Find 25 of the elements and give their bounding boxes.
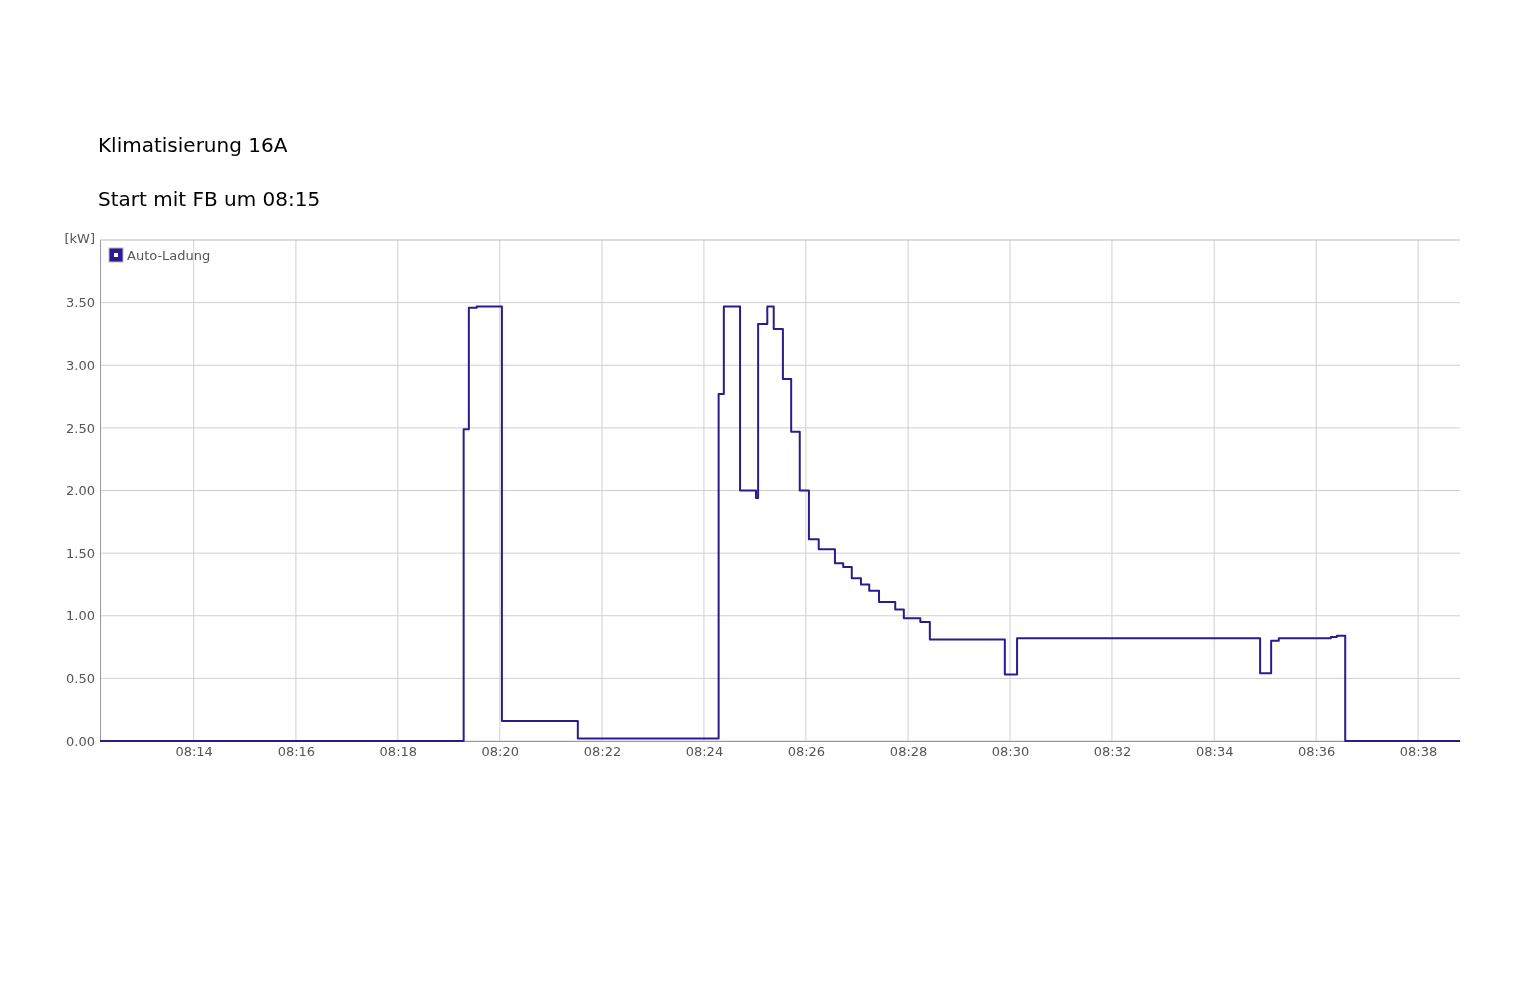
y-tick-label: 0.50 bbox=[66, 671, 95, 687]
y-tick-label: 2.00 bbox=[66, 483, 95, 499]
chart-subtitle: Start mit FB um 08:15 bbox=[98, 187, 321, 211]
x-tick-label: 08:24 bbox=[685, 744, 724, 760]
x-tick-label: 08:22 bbox=[583, 744, 622, 760]
chart-title: Klimatisierung 16A bbox=[98, 133, 288, 157]
x-tick-label: 08:38 bbox=[1399, 744, 1438, 760]
x-tick-label: 08:14 bbox=[175, 744, 213, 760]
y-tick-label: 3.50 bbox=[66, 295, 95, 311]
x-tick-label: 08:20 bbox=[481, 744, 519, 760]
y-tick-label: 1.50 bbox=[66, 545, 95, 561]
x-tick-label: 08:26 bbox=[787, 744, 826, 760]
y-tick-label: 1.00 bbox=[66, 608, 95, 624]
y-tick-label: 2.50 bbox=[66, 420, 95, 436]
x-tick-label: 08:32 bbox=[1093, 744, 1132, 760]
y-tick-label: 3.00 bbox=[66, 357, 95, 373]
y-tick-label: 0.00 bbox=[66, 733, 95, 749]
x-tick-label: 08:18 bbox=[379, 744, 418, 760]
x-tick-label: 08:36 bbox=[1297, 744, 1336, 760]
legend-label: Auto-Ladung bbox=[127, 248, 211, 263]
x-tick-label: 08:28 bbox=[889, 744, 928, 760]
x-tick-label: 08:16 bbox=[277, 744, 316, 760]
x-tick-label: 08:34 bbox=[1195, 744, 1234, 760]
x-tick-label: 08:30 bbox=[991, 744, 1030, 760]
y-axis-title: [kW] bbox=[64, 231, 95, 246]
